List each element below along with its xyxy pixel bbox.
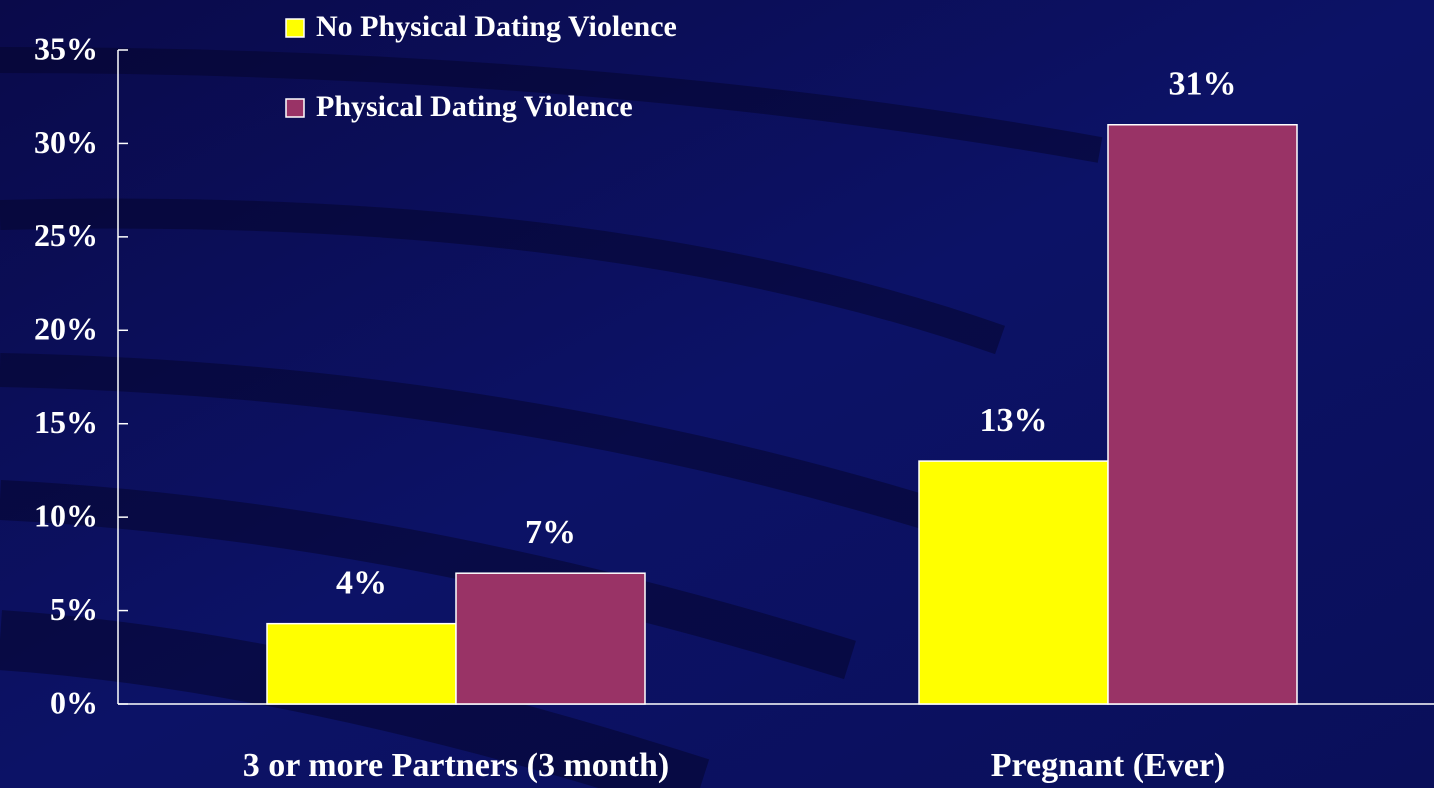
y-tick-label: 15% bbox=[34, 404, 98, 440]
legend-label: Physical Dating Violence bbox=[316, 90, 633, 123]
background-streaks bbox=[0, 47, 1103, 788]
legend-swatch bbox=[285, 98, 305, 118]
x-tick-label: 3 or more Partners (3 month) bbox=[243, 747, 669, 784]
bar bbox=[266, 622, 457, 705]
legend-label: No Physical Dating Violence bbox=[316, 10, 677, 43]
y-tick-label: 10% bbox=[34, 497, 98, 533]
y-tick-label: 25% bbox=[34, 217, 98, 253]
y-tick-label: 20% bbox=[34, 311, 98, 347]
value-label: 4% bbox=[336, 564, 387, 601]
bar bbox=[1107, 123, 1298, 705]
y-tick-label: 5% bbox=[50, 591, 98, 627]
bar bbox=[455, 572, 646, 705]
value-label: 31% bbox=[1169, 66, 1237, 103]
y-tick-label: 0% bbox=[50, 684, 98, 720]
value-label: 7% bbox=[525, 514, 576, 551]
x-tick-label: Pregnant (Ever) bbox=[991, 747, 1225, 784]
y-tick-label: 30% bbox=[34, 124, 98, 160]
legend-swatch bbox=[285, 18, 305, 38]
bar bbox=[918, 460, 1109, 705]
value-label: 13% bbox=[980, 402, 1048, 439]
y-tick-label: 35% bbox=[34, 30, 98, 66]
